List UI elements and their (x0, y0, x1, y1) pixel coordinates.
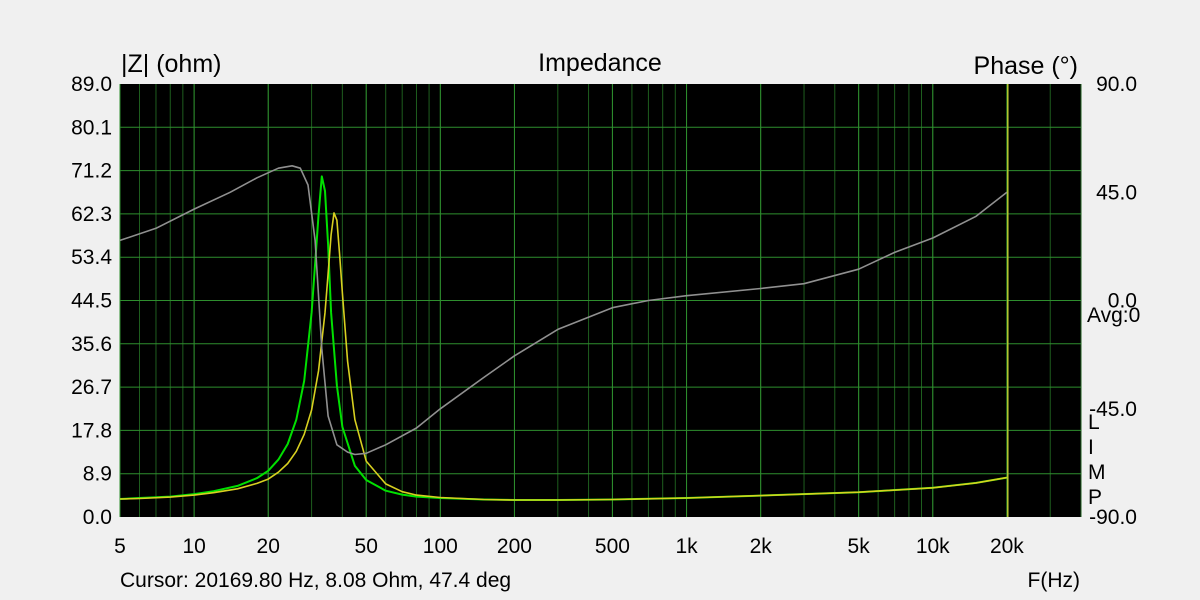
y-right-tick-label: 90.0 (1096, 73, 1137, 96)
y-left-tick-label: 89.0 (71, 73, 112, 96)
right-axis-ticks: 90.0 45.0 0.0 -45.0 -90.0 (1089, 73, 1137, 529)
x-tick-label: 10k (916, 535, 950, 558)
x-tick-label: 100 (423, 535, 458, 558)
x-tick-label: 10 (182, 535, 205, 558)
x-tick-label: 50 (355, 535, 378, 558)
impedance-curve-yellow (119, 212, 1008, 501)
x-tick-label: 20k (990, 535, 1024, 558)
left-axis-label: |Z| (ohm) (121, 50, 222, 78)
left-axis-ticks: 0.0 8.9 17.8 26.7 35.6 44.5 53.4 62.3 71.2 80.1 89… (71, 73, 112, 529)
y-left-tick-label: 8.9 (83, 463, 112, 486)
y-left-tick-label: 44.5 (71, 290, 112, 313)
y-right-tick-label: 45.0 (1096, 181, 1137, 204)
y-left-tick-label: 17.8 (71, 419, 112, 442)
side-letter-i: I (1088, 436, 1094, 459)
x-tick-label: 5 (114, 535, 126, 558)
x-tick-label: 2k (750, 535, 773, 558)
phase-curve (119, 165, 1008, 456)
y-left-tick-label: 35.6 (71, 333, 112, 356)
y-right-tick-label: -45.0 (1089, 398, 1137, 421)
avg-label: Avg:0 (1087, 304, 1140, 327)
x-tick-label: 20 (257, 535, 280, 558)
y-left-tick-label: 0.0 (83, 506, 112, 529)
series-layer (119, 165, 1008, 501)
y-right-tick-label: 0.0 (1108, 290, 1137, 313)
y-left-tick-label: 80.1 (71, 116, 112, 139)
x-tick-label: 500 (595, 535, 630, 558)
y-right-tick-label: -90.0 (1089, 506, 1137, 529)
y-left-tick-label: 62.3 (71, 203, 112, 226)
x-axis-label: F(Hz) (1028, 569, 1080, 592)
chart-title: Impedance (538, 49, 662, 77)
right-axis-label: Phase (°) (974, 52, 1078, 80)
x-tick-label: 1k (675, 535, 698, 558)
cursor-readout: Cursor: 20169.80 Hz, 8.08 Ohm, 47.4 deg (120, 569, 511, 592)
y-left-tick-label: 53.4 (71, 246, 112, 269)
side-letter-l: L (1088, 411, 1100, 434)
y-left-tick-label: 26.7 (71, 376, 112, 399)
side-letter-m: M (1088, 461, 1106, 484)
x-axis-ticks: 5 10 20 50 100 200 500 1k 2k 5k 10k 20k (114, 535, 1024, 558)
x-tick-label: 200 (497, 535, 532, 558)
y-left-tick-label: 71.2 (71, 160, 112, 183)
major-gridlines (119, 84, 1081, 517)
x-tick-label: 5k (848, 535, 871, 558)
side-letter-p: P (1088, 486, 1102, 509)
